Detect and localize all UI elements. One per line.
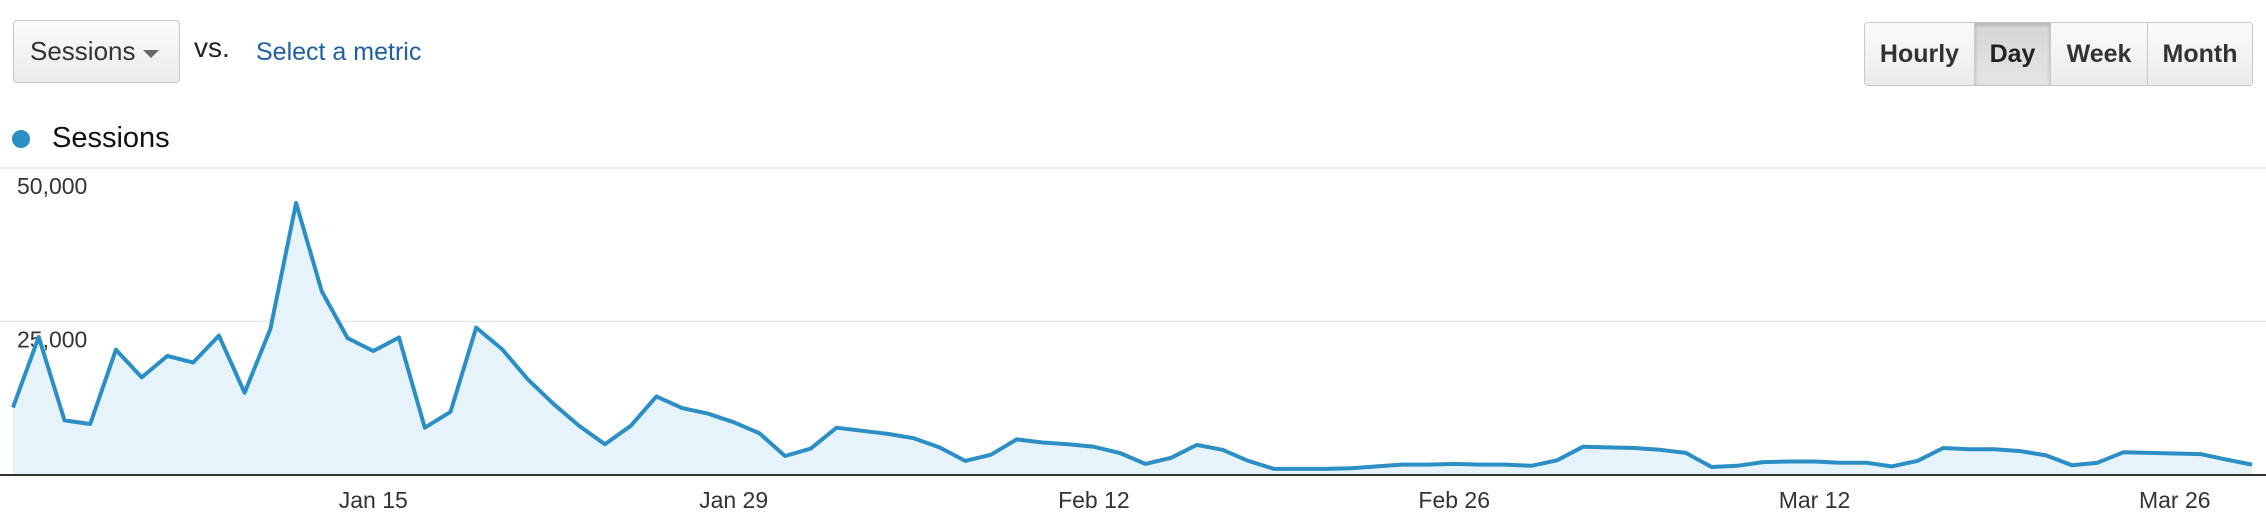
legend-label-sessions: Sessions (52, 122, 170, 154)
x-tick-label: Mar 26 (2139, 487, 2211, 513)
sessions-area (13, 203, 2252, 475)
primary-metric-value: Sessions (30, 36, 136, 66)
chart-legend: Sessions (12, 122, 170, 155)
day-button[interactable]: Day (1975, 23, 2051, 85)
x-tick-label: Jan 15 (339, 487, 408, 513)
week-button[interactable]: Week (2051, 23, 2148, 85)
caret-down-icon (143, 50, 159, 58)
y-tick-label: 50,000 (17, 173, 87, 199)
period-toggle-group: Hourly Day Week Month (1864, 22, 2253, 86)
hourly-button[interactable]: Hourly (1865, 23, 1975, 85)
x-tick-label: Jan 29 (699, 487, 768, 513)
vs-label: vs. (194, 32, 230, 63)
x-tick-label: Mar 12 (1779, 487, 1851, 513)
primary-metric-select[interactable]: Sessions (13, 20, 180, 83)
month-button[interactable]: Month (2148, 23, 2252, 85)
sessions-series-line (11, 201, 2253, 471)
legend-dot-icon (12, 129, 30, 148)
select-metric-link[interactable]: Select a metric (256, 38, 422, 66)
x-tick-label: Feb 12 (1058, 487, 1130, 513)
x-tick-label: Feb 26 (1418, 487, 1490, 513)
y-tick-label: 25,000 (17, 327, 87, 353)
